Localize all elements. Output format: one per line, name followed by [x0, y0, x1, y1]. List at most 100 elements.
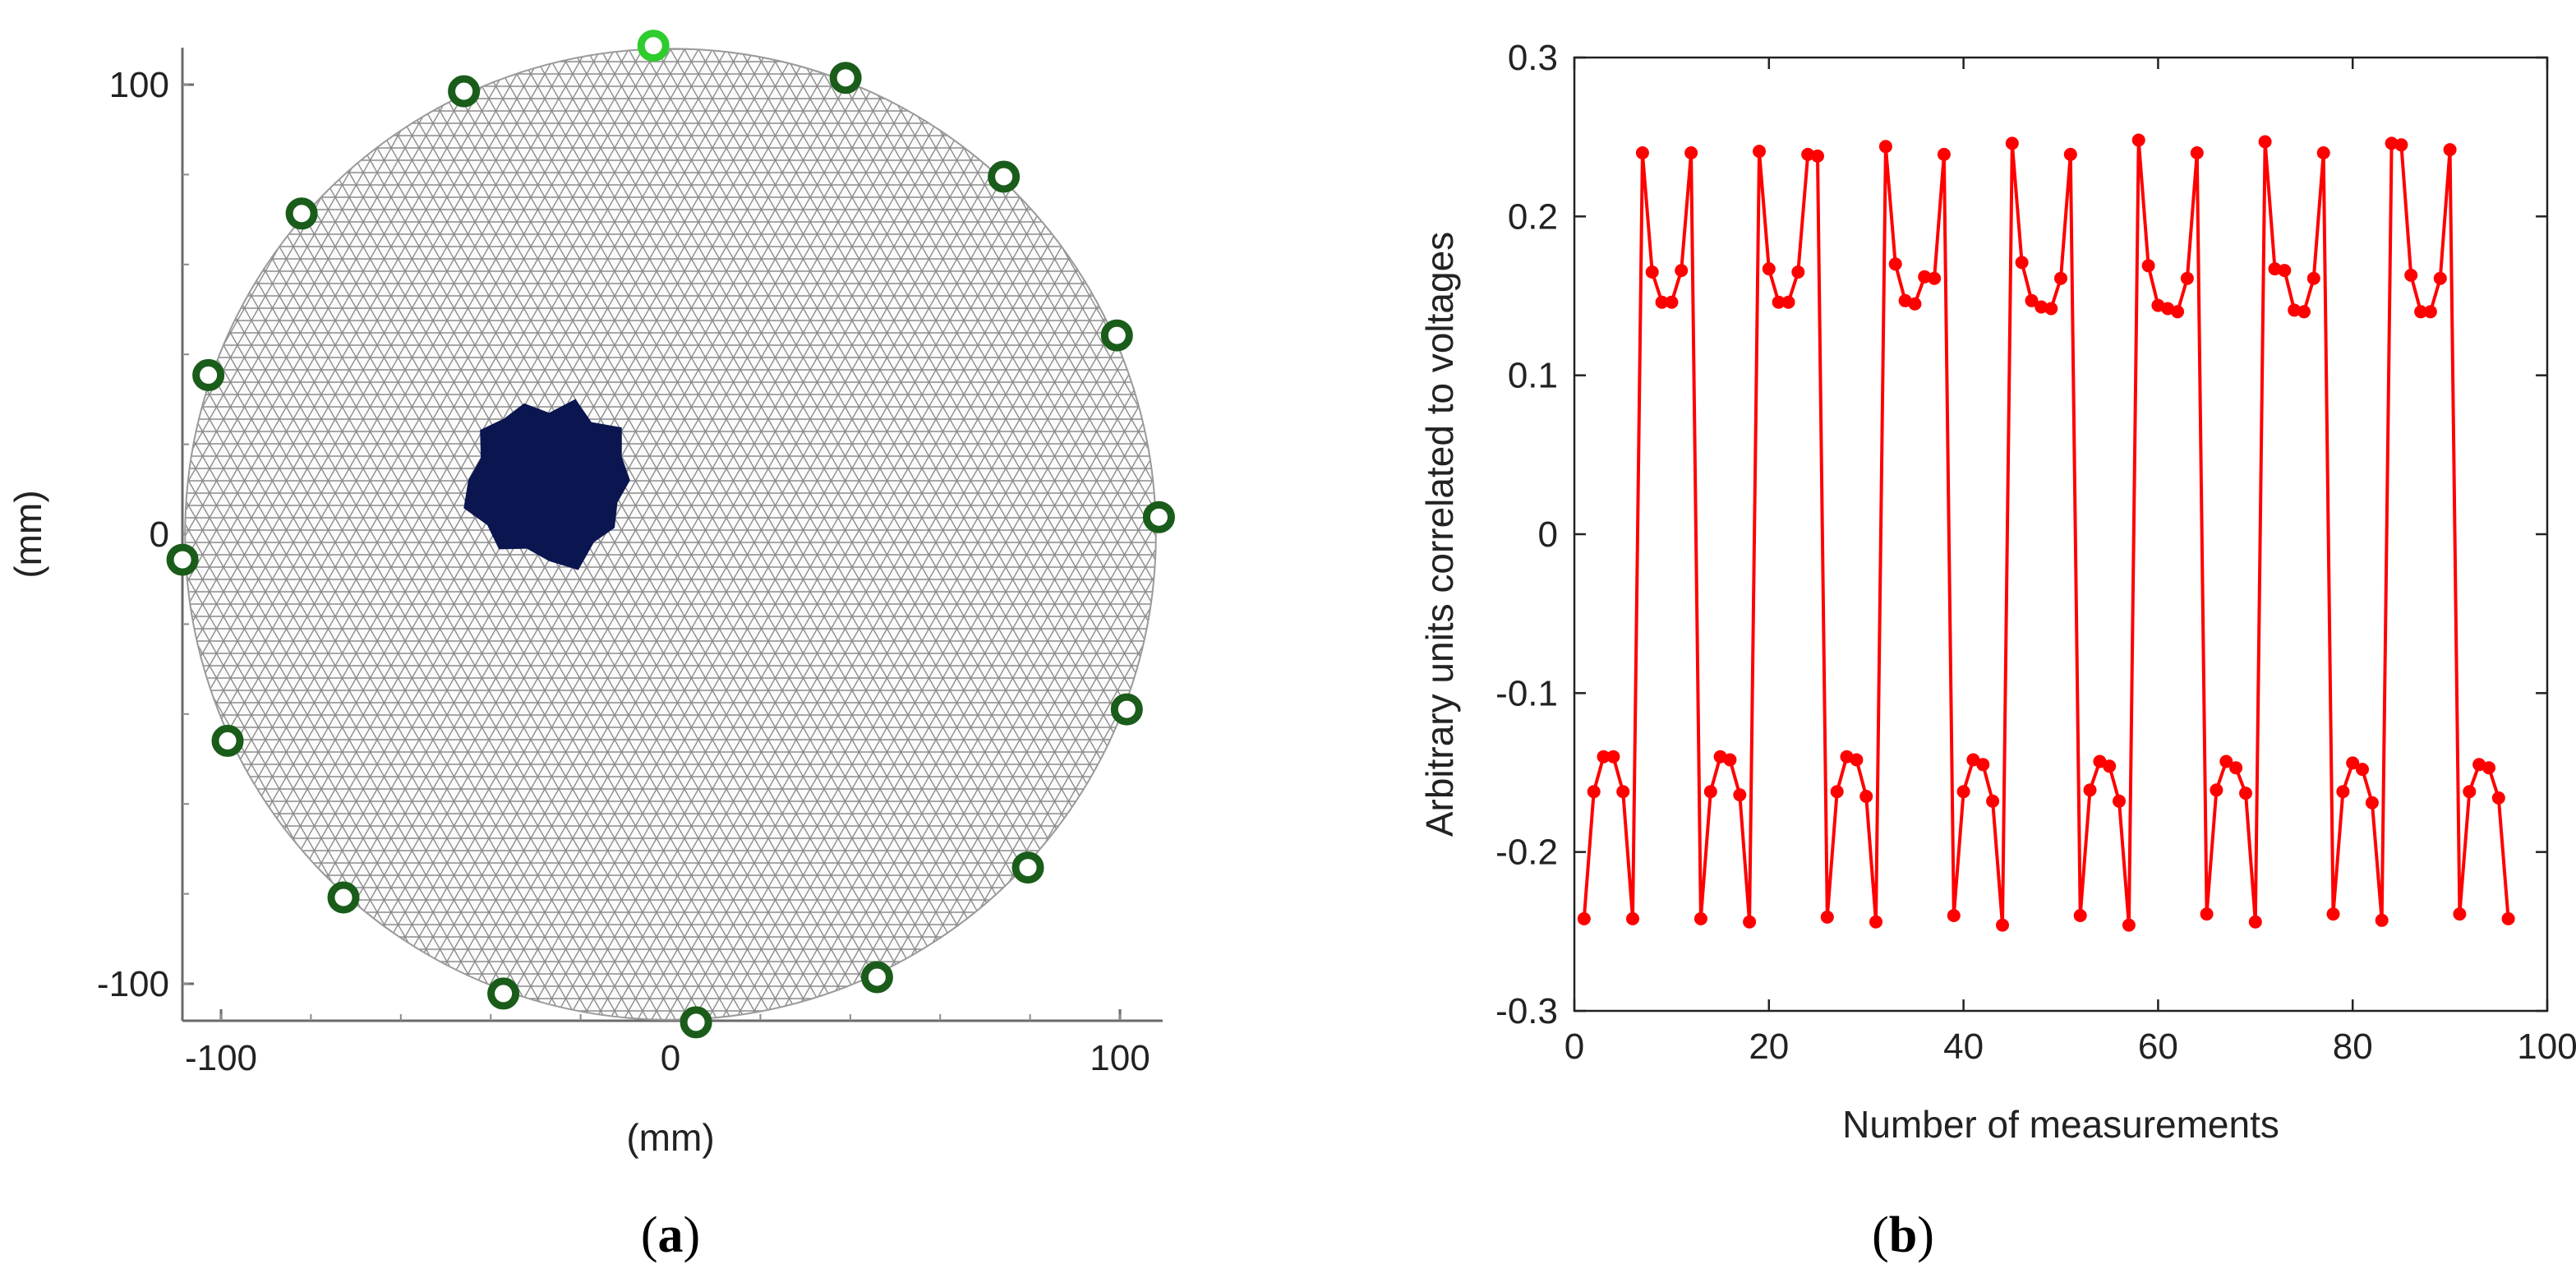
data-point [2326, 907, 2340, 921]
data-point [2103, 759, 2117, 773]
panel-b-x-axis-title: Number of measurements [1842, 1103, 2279, 1146]
electrode-active [637, 30, 670, 62]
electrode [448, 75, 481, 108]
data-point [2113, 794, 2126, 808]
data-point [1733, 788, 1747, 802]
data-point [2394, 138, 2408, 152]
electrode [860, 961, 893, 994]
data-point [1597, 750, 1611, 764]
data-point [2297, 305, 2311, 319]
data-point [2180, 271, 2194, 285]
data-point [2219, 754, 2233, 768]
panel-a-x-tick-label: -100 [185, 1038, 257, 1078]
panel-a-x-tick-label: 0 [661, 1038, 680, 1078]
data-point [1772, 295, 1786, 309]
panel-b-x-tick-label: 100 [2517, 1027, 2576, 1067]
data-point [1616, 785, 1630, 799]
data-point [2414, 305, 2428, 319]
data-point [2122, 918, 2136, 932]
data-point [1703, 785, 1717, 799]
data-point [2375, 913, 2389, 927]
data-point [1626, 911, 1639, 925]
domain-circle [184, 48, 1157, 1021]
electrode [1110, 693, 1143, 726]
data-point [2044, 302, 2058, 316]
data-point [1956, 785, 1970, 799]
electrode [192, 358, 225, 391]
data-point [2288, 303, 2302, 317]
data-point [2229, 761, 2243, 775]
data-point [2171, 305, 2185, 319]
panel-b-line-chart: 0 20 40 60 80 100 0.3 0.2 0.1 0 -0.1 -0.2 -0.3 Numbe… [1418, 38, 2576, 1263]
data-point [2385, 136, 2399, 150]
electrode [1012, 851, 1044, 884]
data-point [1645, 265, 1659, 279]
data-point [1606, 750, 1620, 764]
data-point [1655, 295, 1669, 309]
data-point [1859, 790, 1873, 803]
data-point [1820, 910, 1834, 924]
data-point [2423, 305, 2437, 319]
data-point [2258, 135, 2272, 149]
data-point [1675, 264, 1689, 278]
data-point [2210, 783, 2223, 797]
panel-a-y-axis-title: (mm) [7, 490, 49, 578]
panel-b-y-axis-title: Arbitrary units correlated to voltages [1418, 232, 1461, 837]
electrode [680, 1006, 712, 1039]
electrode [829, 62, 862, 95]
panel-b-x-tick-label: 60 [2138, 1027, 2178, 1067]
electrode [285, 197, 318, 230]
data-point [2054, 271, 2067, 285]
data-point [2316, 146, 2330, 159]
panel-b-y-tick-label: -0.1 [1495, 673, 1558, 713]
electrode-ring [166, 30, 1175, 1039]
data-point [2005, 136, 2019, 150]
data-point [2015, 256, 2029, 270]
panel-a-x-tick-label: 100 [1090, 1038, 1150, 1078]
series-markers [1577, 133, 2515, 932]
data-point [2131, 133, 2145, 147]
data-point [1723, 753, 1737, 767]
panel-a-x-axis-title: (mm) [626, 1116, 714, 1159]
data-point [1918, 270, 1932, 284]
data-point [1869, 915, 1882, 929]
panel-a-caption: (a) [641, 1207, 700, 1263]
plot-area-frame [1573, 56, 2549, 1013]
data-point [2404, 268, 2418, 282]
data-point [1928, 271, 1942, 285]
data-point [2190, 146, 2204, 159]
data-point [2093, 754, 2107, 768]
panel-a-y-tick-label: 0 [150, 514, 169, 555]
data-point [1587, 785, 1601, 799]
electrode [166, 543, 199, 576]
electrode [1100, 319, 1133, 352]
data-point [1743, 915, 1757, 929]
data-point [1577, 911, 1591, 925]
electrode [487, 977, 520, 1010]
data-point [1850, 753, 1864, 767]
panel-a-mesh-plot: -100 0 100 100 0 -100 (mm) (mm) (a) [7, 30, 1175, 1263]
panel-a-ticks: -100 0 100 100 0 -100 [97, 65, 1150, 1078]
data-point [2356, 763, 2369, 777]
data-point [2073, 909, 2087, 922]
data-point [2336, 785, 2350, 799]
data-point [1753, 145, 1766, 159]
panel-a-y-tick-label: 100 [109, 65, 169, 105]
electrode [988, 160, 1021, 193]
panel-b-ticks: 0 20 40 60 80 100 0.3 0.2 0.1 0 -0.1 -0.2 -0.3 [1495, 38, 2576, 1067]
panel-b-caption: (b) [1872, 1207, 1934, 1263]
data-point [1986, 794, 2000, 808]
data-point [1781, 295, 1795, 309]
panel-b-x-tick-label: 40 [1943, 1027, 1984, 1067]
data-point [2433, 271, 2447, 285]
data-point [2463, 785, 2477, 799]
data-point [1694, 911, 1707, 925]
data-point [2365, 796, 2379, 810]
data-point [2248, 915, 2262, 929]
data-point [2501, 911, 2515, 925]
data-point [1830, 785, 1844, 799]
data-point [1791, 265, 1805, 279]
data-point [2278, 264, 2292, 278]
data-point [1878, 140, 1892, 154]
